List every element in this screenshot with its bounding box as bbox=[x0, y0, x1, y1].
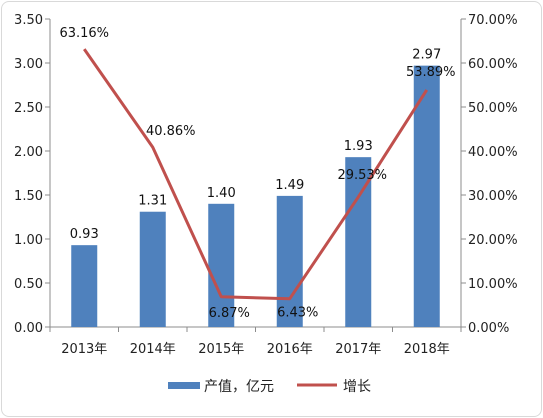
right-tick-label: 20.00% bbox=[468, 233, 518, 248]
bar-value-label: 1.31 bbox=[138, 194, 167, 209]
line-value-label: 6.87% bbox=[209, 306, 250, 321]
legend-label-bar: 产值，亿元 bbox=[204, 379, 274, 395]
bar bbox=[413, 65, 440, 327]
line-value-label: 6.43% bbox=[277, 306, 318, 321]
left-tick-label: 1.00 bbox=[14, 233, 43, 248]
bar-value-label: 1.49 bbox=[275, 178, 304, 193]
bar-value-label: 1.40 bbox=[207, 186, 236, 201]
left-tick-label: 2.00 bbox=[14, 145, 43, 160]
data-labels: 0.93 1.31 1.40 1.49 1.93 2.97 63.16% 40.86% 6.87… bbox=[59, 26, 455, 321]
right-tick-label: 10.00% bbox=[468, 277, 518, 292]
right-tick-label: 40.00% bbox=[468, 145, 518, 160]
bar bbox=[276, 195, 303, 327]
bar-value-label: 2.97 bbox=[412, 48, 441, 63]
right-tick-label: 30.00% bbox=[468, 189, 518, 204]
x-tick-label: 2015年 bbox=[198, 342, 244, 357]
x-tick-label: 2018年 bbox=[404, 342, 450, 357]
left-tick-label: 3.50 bbox=[14, 13, 43, 28]
left-tick-label: 0.00 bbox=[14, 321, 43, 336]
left-tick-label: 3.00 bbox=[14, 57, 43, 72]
x-tick-label: 2016年 bbox=[267, 342, 313, 357]
line-value-label: 40.86% bbox=[146, 124, 196, 139]
right-tick-label: 50.00% bbox=[468, 101, 518, 116]
bar-series bbox=[71, 65, 440, 327]
bar bbox=[208, 203, 235, 327]
axes: 0.00 0.50 1.00 1.50 2.00 2.50 3.00 3.50 0.00% 10.… bbox=[14, 13, 518, 357]
legend-label-line: 增长 bbox=[343, 379, 371, 395]
growth-line bbox=[83, 48, 429, 301]
right-tick-label: 0.00% bbox=[468, 321, 509, 336]
line-value-label: 53.89% bbox=[406, 65, 456, 80]
bar-value-label: 0.93 bbox=[70, 227, 99, 242]
line-value-label: 29.53% bbox=[337, 168, 387, 183]
right-tick-label: 60.00% bbox=[468, 57, 518, 72]
bar bbox=[139, 211, 166, 327]
x-tick-label: 2014年 bbox=[130, 342, 176, 357]
legend-swatch-bar bbox=[168, 382, 200, 389]
bar-value-label: 1.93 bbox=[344, 139, 373, 154]
left-tick-label: 0.50 bbox=[14, 277, 43, 292]
right-tick-label: 70.00% bbox=[468, 13, 518, 28]
x-tick-label: 2017年 bbox=[335, 342, 381, 357]
legend: 产值，亿元 增长 bbox=[168, 379, 371, 395]
left-tick-label: 1.50 bbox=[14, 189, 43, 204]
bar bbox=[71, 245, 98, 327]
x-tick-label: 2013年 bbox=[61, 342, 107, 357]
left-tick-label: 2.50 bbox=[14, 101, 43, 116]
line-value-label: 63.16% bbox=[59, 26, 109, 41]
line-series bbox=[83, 48, 429, 301]
